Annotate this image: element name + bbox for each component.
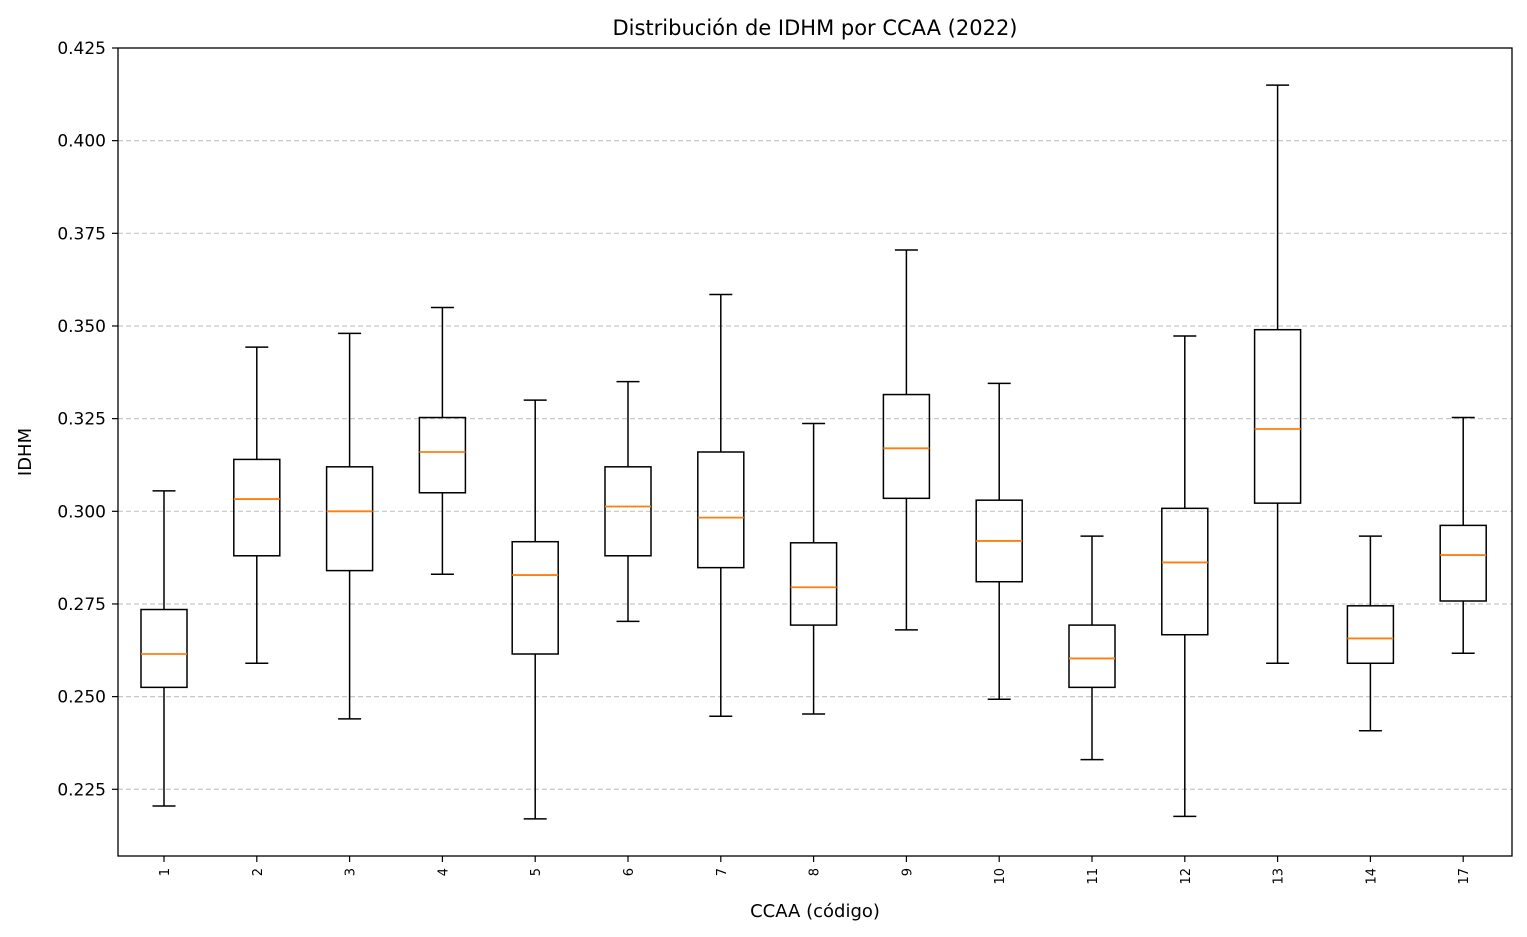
x-tick-label: 4 xyxy=(436,868,451,876)
y-tick-label: 0.350 xyxy=(57,317,106,337)
box-group xyxy=(233,346,281,665)
box-group xyxy=(140,490,188,807)
y-tick-label: 0.400 xyxy=(57,132,106,152)
y-tick-label: 0.275 xyxy=(57,595,106,615)
box-iqr xyxy=(1068,624,1116,689)
box-iqr xyxy=(233,458,281,557)
y-tick-label: 0.300 xyxy=(57,502,106,522)
x-tick-label: 3 xyxy=(344,868,359,876)
x-tick-label: 14 xyxy=(1364,868,1379,885)
box-group xyxy=(882,249,931,631)
box-iqr xyxy=(1253,328,1302,504)
box-iqr xyxy=(511,540,559,655)
y-tick-label: 0.225 xyxy=(57,780,106,800)
x-tick-label: 17 xyxy=(1457,868,1472,885)
x-tick-label: 10 xyxy=(993,868,1008,885)
x-tick-label: 9 xyxy=(900,868,915,876)
x-tick-label: 8 xyxy=(808,868,823,876)
y-tick-label: 0.250 xyxy=(57,688,106,708)
box-group xyxy=(1161,335,1209,818)
box-iqr xyxy=(697,451,745,569)
box-group xyxy=(789,422,838,715)
x-tick-label: 7 xyxy=(715,868,730,876)
box-group xyxy=(325,332,374,720)
box-group xyxy=(697,293,745,718)
chart-title: Distribución de IDHM por CCAA (2022) xyxy=(612,16,1017,40)
box-group xyxy=(1439,416,1487,655)
box-iqr xyxy=(882,393,931,500)
x-tick-label: 2 xyxy=(251,868,266,876)
box-iqr xyxy=(1346,605,1395,665)
y-axis: 0.225 0.250 0.275 0.300 0.325 0.350 0.375 0.400… xyxy=(57,39,118,800)
box-group xyxy=(1068,535,1116,761)
y-axis-label: IDHM xyxy=(15,428,36,476)
box-iqr xyxy=(789,542,838,626)
boxes-layer xyxy=(140,84,1487,820)
box-group xyxy=(1253,84,1302,665)
box-iqr xyxy=(604,466,652,557)
y-tick-label: 0.425 xyxy=(57,39,106,59)
x-tick-label: 11 xyxy=(1086,868,1101,885)
box-group xyxy=(418,306,467,576)
box-iqr xyxy=(325,466,374,572)
box-iqr xyxy=(1161,507,1209,636)
box-group xyxy=(511,399,559,820)
box-group xyxy=(604,380,652,623)
box-iqr xyxy=(418,416,467,494)
x-tick-label: 13 xyxy=(1272,868,1287,885)
x-axis: 1 2 3 4 5 6 7 8 9 10 11 12 13 14 17 xyxy=(158,856,1472,885)
box-group xyxy=(975,382,1023,700)
box-group xyxy=(1346,535,1395,732)
x-tick-label: 1 xyxy=(158,868,173,876)
plot-frame xyxy=(117,47,1513,857)
box-iqr xyxy=(140,608,188,689)
y-tick-label: 0.325 xyxy=(57,410,106,430)
x-axis-label: CCAA (código) xyxy=(750,901,880,922)
x-tick-label: 6 xyxy=(622,868,637,876)
box-iqr xyxy=(1439,524,1487,602)
x-tick-label: 12 xyxy=(1179,868,1194,885)
y-tick-label: 0.375 xyxy=(57,224,106,244)
x-tick-label: 5 xyxy=(529,868,544,876)
